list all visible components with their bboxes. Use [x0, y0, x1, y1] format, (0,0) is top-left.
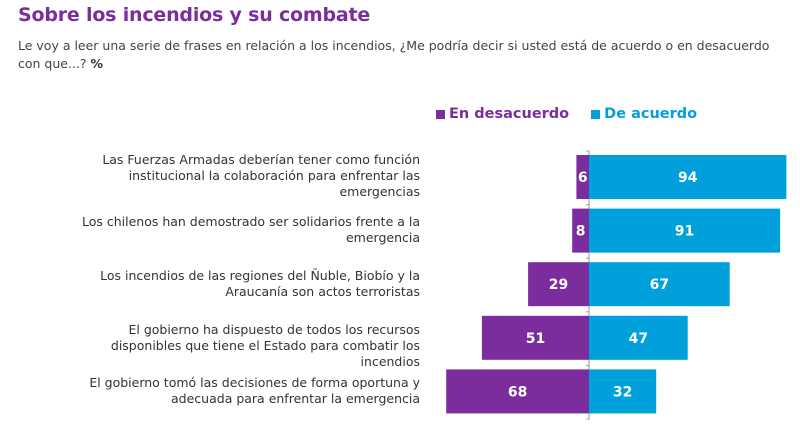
data-label-agree: 91	[675, 224, 694, 240]
legend-swatch-disagree	[436, 109, 445, 119]
data-label-disagree: 29	[549, 277, 568, 293]
bar-agree	[589, 262, 730, 307]
category-label: Los chilenos han demostrado ser solidari…	[81, 214, 420, 245]
legend-item-disagree: En desacuerdo	[436, 106, 569, 122]
bar-disagree	[481, 315, 589, 360]
legend-item-agree: De acuerdo	[591, 106, 697, 122]
subtitle-text: Le voy a leer una serie de frases en rel…	[18, 38, 770, 71]
legend-label-agree: De acuerdo	[604, 106, 698, 122]
legend-swatch-agree	[591, 109, 601, 119]
category-label: Las Fuerzas Armadas deberían tener como …	[102, 152, 420, 199]
category-label: El gobierno ha dispuesto de todos los re…	[110, 322, 420, 369]
data-label-agree: 94	[678, 170, 698, 186]
legend-label-disagree: En desacuerdo	[449, 106, 570, 122]
data-label-disagree: 51	[526, 331, 545, 347]
bar-disagree	[446, 369, 589, 414]
legend: En desacuerdo De acuerdo	[436, 106, 697, 122]
bar-disagree	[572, 208, 589, 253]
chart-subtitle: Le voy a leer una serie de frases en rel…	[18, 37, 778, 73]
subtitle-unit: %	[90, 56, 104, 71]
category-label: Los incendios de las regiones del Ñuble,…	[100, 268, 420, 299]
bar-agree	[589, 155, 787, 199]
category-label: El gobierno tomó las decisiones de forma…	[89, 375, 420, 406]
bar-agree	[589, 369, 657, 414]
data-label-disagree: 8	[576, 224, 586, 240]
chart-title: Sobre los incendios y su combate	[18, 4, 371, 26]
data-label-agree: 67	[650, 277, 669, 293]
data-label-disagree: 6	[578, 170, 588, 186]
bar-agree	[589, 208, 781, 253]
bar-disagree	[528, 262, 589, 307]
data-label-agree: 47	[629, 331, 648, 347]
bar-disagree	[576, 155, 589, 199]
data-label-disagree: 68	[508, 384, 527, 400]
bar-agree	[589, 315, 688, 360]
data-label-agree: 32	[613, 384, 632, 400]
